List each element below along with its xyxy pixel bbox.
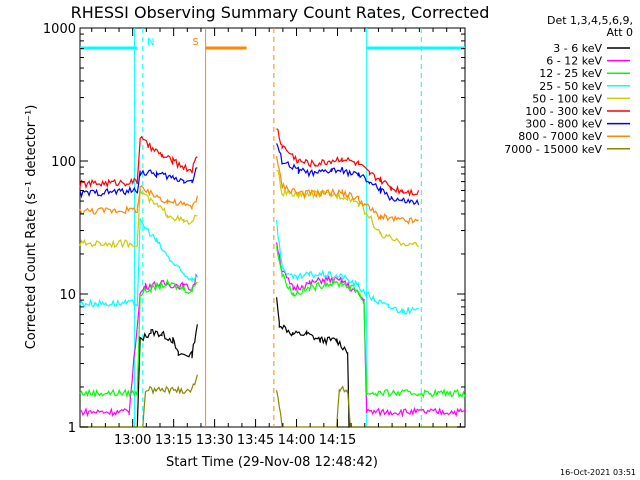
- legend-header-line: Att 0: [607, 26, 633, 39]
- series-line-300-800-kev: [79, 143, 420, 206]
- x-tick-label: 14:15: [319, 433, 356, 448]
- legend-entry-label: 12 - 25 keV: [539, 67, 602, 80]
- marker-flag-label: S: [192, 37, 198, 48]
- x-tick-label: 13:15: [155, 433, 192, 448]
- legend-header-line: Det 1,3,4,5,6,9,: [547, 14, 633, 27]
- series-line-100-300-kev: [79, 128, 420, 197]
- axis-ticks: 1 10 100 1000 13:00 13:15 13:30 13:45 14:00 14:15: [43, 22, 465, 448]
- chart-title: RHESSI Observing Summary Count Rates, Co…: [71, 3, 490, 22]
- x-tick-label: 13:30: [196, 433, 233, 448]
- legend-entry-label: 50 - 100 keV: [532, 92, 602, 105]
- legend-entry-label: 800 - 7000 keV: [518, 130, 602, 143]
- series-line-800-7000-kev: [79, 156, 419, 225]
- series-line-25-50-kev: [79, 218, 419, 315]
- x-tick-label: 13:00: [114, 433, 151, 448]
- series-layer: [79, 128, 466, 428]
- x-tick-label: 14:00: [278, 433, 315, 448]
- footer-timestamp: 16-Oct-2021 03:51: [560, 468, 636, 477]
- x-axis-label: Start Time (29-Nov-08 12:48:42): [166, 455, 378, 470]
- legend-entry-label: 100 - 300 keV: [525, 105, 602, 118]
- legend-entry-label: 300 - 800 keV: [525, 118, 602, 131]
- legend-entry-label: 6 - 12 keV: [546, 55, 602, 68]
- y-tick-label: 1000: [43, 22, 76, 37]
- y-axis-label: Corrected Count Rate (s⁻¹ detector⁻¹): [24, 105, 39, 350]
- plot-frame: [79, 27, 466, 428]
- legend-entry-label: 7000 - 15000 keV: [504, 143, 602, 156]
- y-tick-label: 1: [68, 421, 76, 436]
- series-line-12-25-kev: [79, 246, 466, 399]
- y-tick-label: 10: [59, 288, 76, 303]
- legend-entry-label: 25 - 50 keV: [539, 80, 602, 93]
- legend-entry-label: 3 - 6 keV: [553, 42, 602, 55]
- marker-flag-label: N: [147, 37, 154, 48]
- y-tick-label: 100: [51, 155, 76, 170]
- x-tick-label: 13:45: [237, 433, 274, 448]
